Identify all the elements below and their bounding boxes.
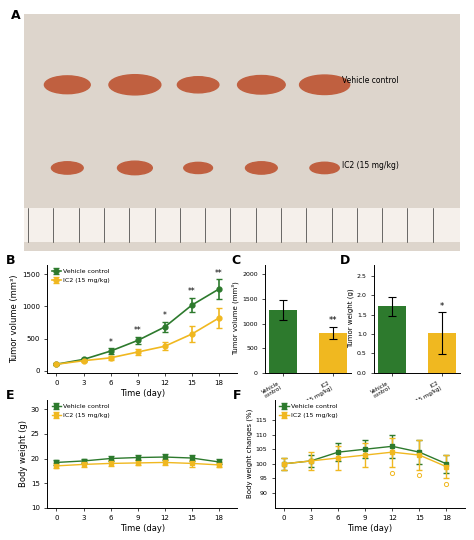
Text: *: *: [109, 338, 112, 347]
Y-axis label: Tumor volume (mm³): Tumor volume (mm³): [10, 274, 19, 363]
Bar: [269, 310, 297, 373]
Text: D: D: [340, 254, 351, 267]
Text: IC2 (15 mg/kg): IC2 (15 mg/kg): [342, 161, 399, 170]
Y-axis label: Body weight (g): Body weight (g): [19, 420, 28, 487]
Ellipse shape: [177, 77, 219, 93]
Ellipse shape: [52, 162, 83, 174]
X-axis label: Time (day): Time (day): [119, 389, 165, 398]
Text: C: C: [231, 254, 240, 267]
Bar: [428, 333, 456, 373]
Ellipse shape: [300, 75, 350, 94]
FancyBboxPatch shape: [24, 14, 460, 251]
Text: **: **: [188, 287, 196, 296]
Ellipse shape: [246, 162, 277, 174]
Legend: Vehicle control, IC2 (15 mg/kg): Vehicle control, IC2 (15 mg/kg): [51, 268, 111, 284]
Legend: Vehicle control, IC2 (15 mg/kg): Vehicle control, IC2 (15 mg/kg): [278, 403, 338, 419]
Text: F: F: [233, 389, 242, 402]
Text: *: *: [440, 301, 444, 310]
Text: *: *: [163, 311, 167, 320]
Text: **: **: [134, 326, 142, 335]
Text: **: **: [215, 269, 223, 278]
Text: E: E: [6, 389, 14, 402]
Bar: [378, 306, 406, 373]
Text: B: B: [6, 254, 15, 267]
Ellipse shape: [45, 76, 90, 94]
Text: A: A: [10, 9, 20, 22]
Text: **: **: [329, 316, 337, 325]
Ellipse shape: [118, 161, 152, 175]
Y-axis label: Body weight changes (%): Body weight changes (%): [246, 409, 253, 498]
Y-axis label: Tumor volume (mm³): Tumor volume (mm³): [232, 282, 239, 355]
Ellipse shape: [310, 162, 339, 174]
Legend: Vehicle control, IC2 (15 mg/kg): Vehicle control, IC2 (15 mg/kg): [51, 403, 111, 419]
X-axis label: Time (day): Time (day): [119, 524, 165, 533]
Text: Vehicle control: Vehicle control: [342, 76, 399, 85]
FancyBboxPatch shape: [24, 208, 460, 241]
Ellipse shape: [237, 76, 285, 94]
Y-axis label: Tumor weight (g): Tumor weight (g): [347, 289, 354, 348]
Ellipse shape: [184, 163, 212, 173]
Bar: [319, 333, 347, 373]
Ellipse shape: [109, 75, 161, 95]
X-axis label: Time (day): Time (day): [347, 524, 392, 533]
